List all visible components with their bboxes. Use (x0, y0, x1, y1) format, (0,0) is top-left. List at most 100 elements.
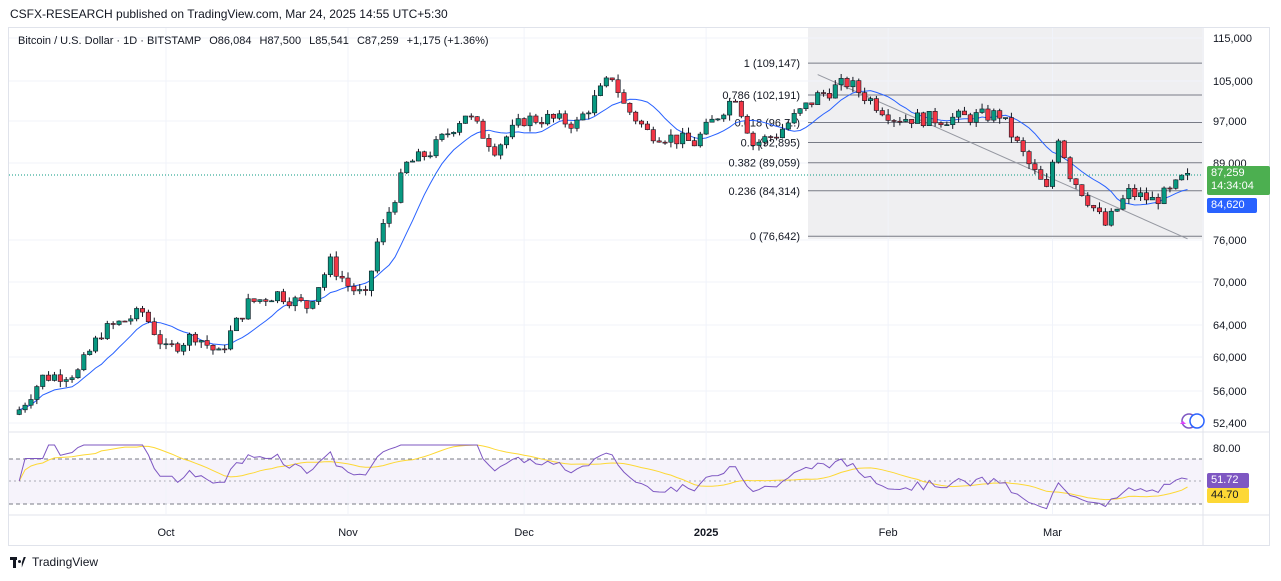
legend-high: H87,500 (259, 35, 302, 47)
candle-body (498, 144, 504, 156)
legend-close: C87,259 (356, 35, 399, 47)
candle-body (1026, 151, 1032, 165)
rsi-value-tag: 51.72 (1207, 473, 1249, 488)
candle-body (304, 300, 310, 309)
candle-body (891, 120, 897, 122)
candle-body (615, 79, 621, 93)
candle-body (410, 160, 416, 163)
candle-body (87, 350, 93, 355)
candle-body (421, 151, 427, 158)
candle-body (633, 111, 639, 122)
candle-body (1038, 169, 1044, 180)
candle-body (662, 141, 668, 144)
candle-body (950, 116, 956, 125)
candle-body (1073, 178, 1079, 185)
candle-body (756, 141, 762, 146)
publisher-header: CSFX-RESEARCH published on TradingView.c… (10, 7, 448, 21)
time-axis: Oct Nov Dec 2025 Feb Mar (157, 28, 1062, 539)
price-grid: 115,000105,00097,00089,00076,00070,00064… (9, 33, 1253, 430)
candle-body (140, 308, 146, 313)
candle-body (580, 113, 586, 121)
candle-body (973, 112, 979, 123)
candle-body (468, 115, 474, 118)
fib-level-label: 0.382 (89,059) (728, 158, 800, 170)
candle-body (621, 92, 627, 104)
candle-body (104, 323, 110, 339)
candle-body (903, 119, 909, 122)
candle-body (785, 122, 791, 130)
candle-body (404, 161, 410, 174)
candle-body (1061, 140, 1067, 159)
candle-body (920, 112, 926, 127)
candle-body (245, 298, 251, 320)
candle-body (239, 317, 245, 320)
candle-body (46, 374, 52, 381)
candle-body (826, 93, 832, 99)
candle-body (186, 333, 192, 346)
time-axis-label: Nov (338, 527, 358, 539)
candle-body (750, 132, 756, 146)
candle-body (691, 140, 697, 147)
candle-body (850, 80, 856, 88)
legend-open: O86,084 (209, 35, 252, 47)
candle-body (856, 80, 862, 93)
candle-body (310, 301, 316, 309)
candle-body (175, 343, 181, 352)
ma-price-tag: 84,620 (1207, 198, 1257, 213)
candle-body (674, 134, 680, 145)
price-axis-label: 76,000 (1213, 235, 1247, 247)
trendline-group (817, 74, 1188, 240)
footer-brand[interactable]: TradingView (10, 555, 98, 569)
candle-body (909, 119, 915, 124)
candle-body (204, 340, 210, 346)
trendline (817, 74, 1188, 240)
candle-body (368, 270, 374, 291)
candle-body (762, 136, 768, 143)
candle-body (1085, 195, 1091, 206)
candle-body (1143, 192, 1149, 201)
candle-body (169, 343, 175, 346)
candle-body (550, 113, 556, 119)
candle-body (63, 379, 69, 382)
alert-icon[interactable] (1180, 413, 1205, 429)
candle-body (222, 348, 228, 351)
candle-body (533, 115, 539, 123)
price-axis-label: 52,400 (1213, 418, 1247, 430)
candle-body (480, 120, 486, 139)
candle-body (263, 299, 269, 302)
candle-body (40, 374, 46, 387)
candle-body (163, 343, 169, 346)
last-price-tag: 87,259 14:34:04 (1207, 166, 1270, 195)
candle-body (639, 120, 645, 125)
rsi-axis-label: 80.00 (1213, 443, 1241, 455)
candle-body (956, 110, 962, 118)
candle-body (198, 340, 204, 343)
candle-body (34, 386, 40, 400)
candle-body (1067, 157, 1073, 180)
candle-body (1161, 187, 1167, 205)
candle-body (821, 92, 827, 94)
candle-body (128, 318, 134, 322)
candle-body (181, 344, 187, 352)
candle-body (51, 374, 57, 381)
price-axis-label: 115,000 (1213, 33, 1252, 45)
candle-body (680, 132, 686, 145)
candle-body (556, 113, 562, 119)
candle-body (316, 287, 322, 302)
candle-body (1132, 188, 1138, 198)
price-axis-label: 105,000 (1213, 76, 1253, 88)
candle-body (897, 120, 903, 123)
candle-body (1179, 174, 1185, 181)
candle-body (192, 333, 198, 343)
candle-body (374, 241, 380, 272)
candle-body (868, 98, 874, 101)
candle-body (797, 108, 803, 114)
rsi-ma-line (18, 444, 1188, 501)
candle-body (28, 399, 34, 406)
candle-body (251, 298, 257, 302)
candle-body (697, 133, 703, 147)
fib-level-label: 1 (109,147) (744, 58, 800, 70)
candle-body (1091, 205, 1097, 209)
candle-body (57, 374, 63, 382)
